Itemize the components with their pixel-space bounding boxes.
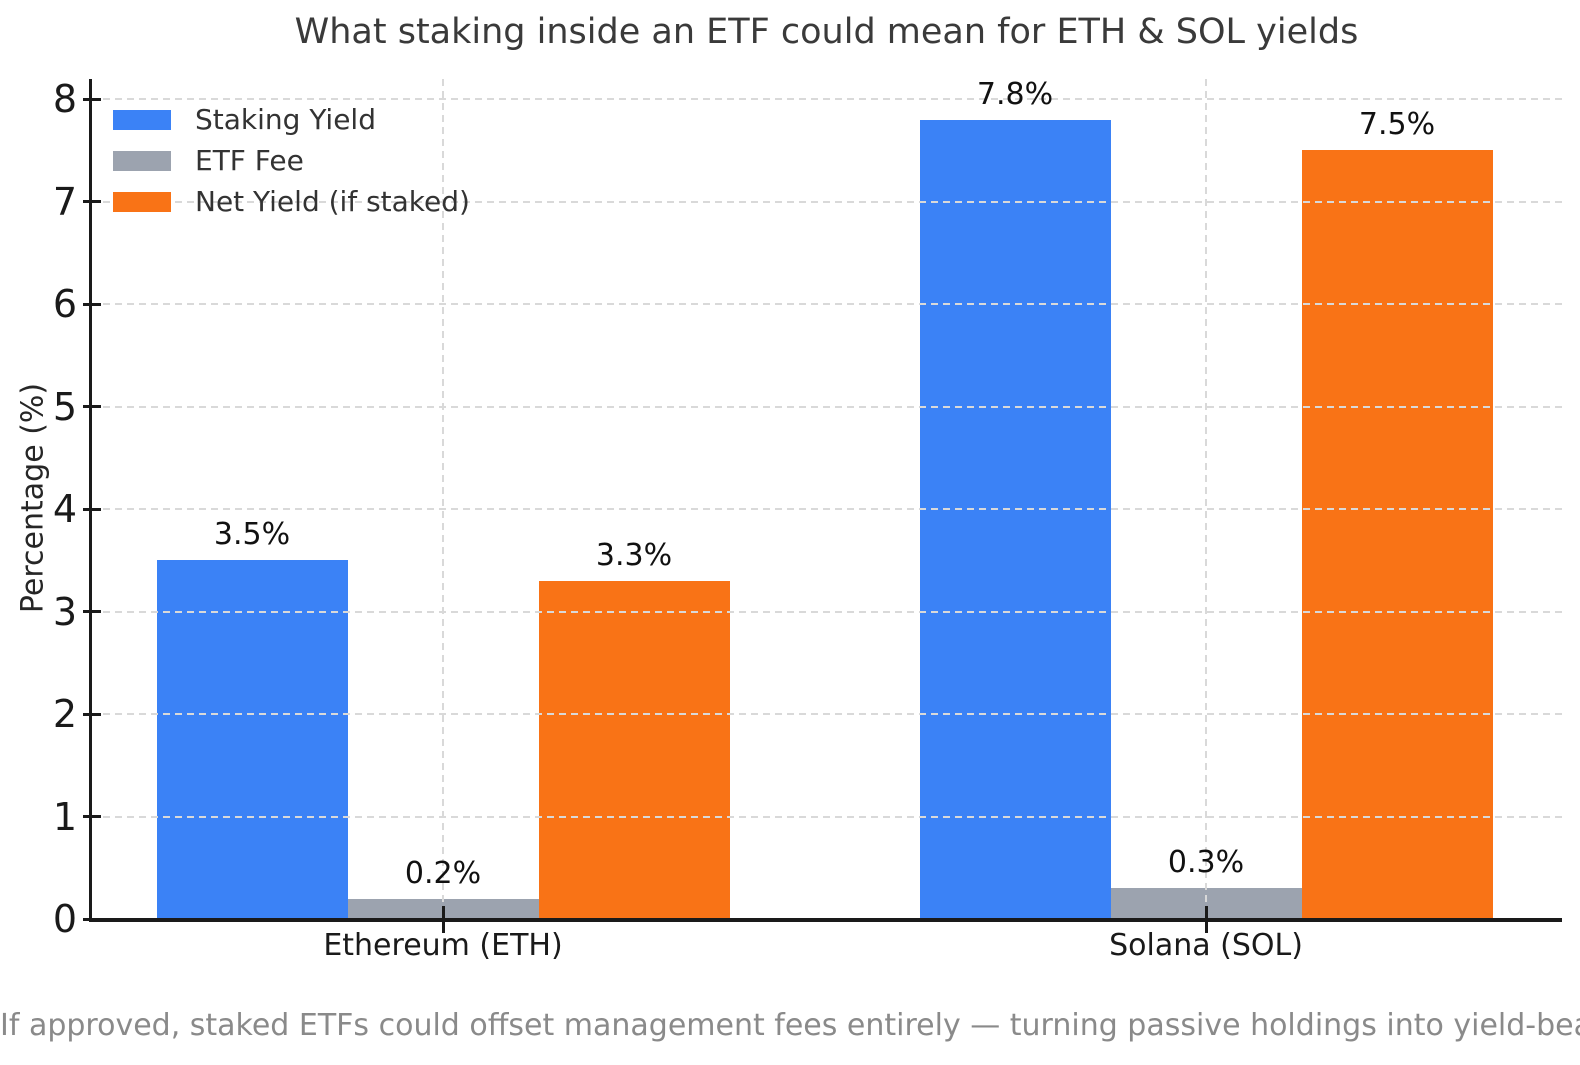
legend-label: Net Yield (if staked) — [195, 185, 470, 218]
gridline-h — [91, 610, 1562, 613]
y-axis-line — [89, 79, 92, 922]
y-tick-label: 7 — [52, 179, 77, 224]
legend-label: ETF Fee — [195, 144, 304, 177]
bar-value-label: 3.5% — [213, 517, 291, 553]
legend-item: Net Yield (if staked) — [113, 181, 470, 222]
gridline-h — [91, 713, 1562, 715]
gridline-h — [91, 303, 1562, 305]
legend-swatch-icon — [113, 191, 171, 212]
bar-staking-yield — [919, 119, 1111, 919]
bar-net-yield-if-staked — [1301, 150, 1493, 919]
legend: Staking Yield ETF Fee Net Yield (if staked… — [113, 99, 470, 222]
gridline-h — [91, 815, 1562, 818]
y-tick-label: 3 — [52, 589, 77, 634]
y-tick-label: 0 — [52, 897, 77, 941]
bar-net-yield-if-staked — [538, 580, 730, 919]
y-tick — [83, 405, 101, 408]
bar-staking-yield — [156, 560, 348, 919]
gridline-h — [91, 405, 1562, 408]
footer-note: If approved, staked ETFs could offset ma… — [0, 1008, 1580, 1043]
x-tick — [1204, 906, 1208, 933]
bar-value-label: 7.5% — [1358, 107, 1436, 143]
y-tick-label: 5 — [52, 384, 77, 429]
y-tick — [83, 97, 101, 101]
bar-value-label: 0.3% — [1167, 845, 1245, 881]
x-tick — [441, 906, 445, 933]
y-tick-label: 1 — [52, 794, 77, 839]
legend-swatch-icon — [113, 150, 171, 171]
y-tick — [83, 712, 101, 716]
x-category-label: Ethereum (ETH) — [323, 928, 563, 963]
bar-value-label: 3.3% — [595, 537, 673, 573]
legend-item: ETF Fee — [113, 140, 470, 181]
y-tick — [83, 917, 101, 921]
y-tick-label: 2 — [52, 692, 77, 736]
x-category-label: Solana (SOL) — [1109, 928, 1303, 963]
legend-label: Staking Yield — [195, 103, 376, 136]
gridline-h — [91, 508, 1562, 510]
y-tick-label: 8 — [52, 77, 77, 121]
y-tick — [83, 200, 101, 203]
legend-swatch-icon — [113, 109, 171, 130]
x-axis-line — [89, 918, 1562, 922]
legend-item: Staking Yield — [113, 99, 470, 140]
gridline-h — [91, 98, 1562, 100]
y-tick — [83, 610, 101, 613]
y-tick — [83, 302, 101, 306]
y-tick-label: 4 — [52, 487, 77, 531]
gridline-v — [1205, 79, 1207, 918]
y-tick-label: 6 — [52, 282, 77, 326]
chart-title: What staking inside an ETF could mean fo… — [294, 12, 1359, 52]
bar-value-label: 7.8% — [976, 76, 1054, 112]
gridline-h — [91, 200, 1562, 203]
bar-value-label: 0.2% — [404, 855, 482, 891]
y-tick — [83, 815, 101, 818]
gridline-v — [442, 79, 444, 918]
y-tick — [83, 507, 101, 511]
